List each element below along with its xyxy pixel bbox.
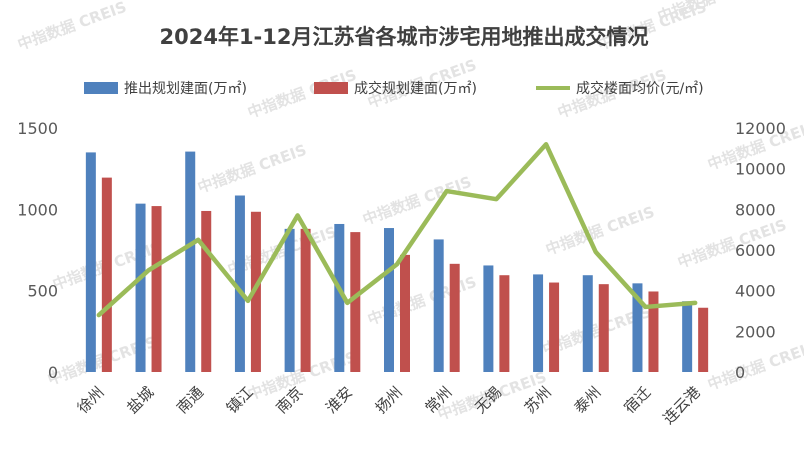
bar-sold <box>201 210 212 372</box>
left-tick-label: 0 <box>48 363 58 382</box>
legend-swatch-bar <box>314 82 348 94</box>
bar-sold <box>400 254 410 372</box>
bar-launched <box>284 228 295 372</box>
category-labels: 徐州 盐城 南通 镇江 南京 淮安 扬州 常州 无锡 苏州 泰州 宿迁 连云港 <box>74 383 704 428</box>
bar-launched <box>533 274 544 372</box>
right-tick-label: 2000 <box>735 322 776 341</box>
bar-launched <box>334 223 345 372</box>
price-line <box>96 142 698 318</box>
bar-sold <box>499 275 510 372</box>
legend-label: 成交楼面均价(元/㎡) <box>576 80 704 97</box>
category-label: 南通 <box>173 383 207 417</box>
category-label: 扬州 <box>372 383 406 417</box>
watermark-text: 中指数据 CREIS <box>543 203 657 259</box>
right-tick-label: 12000 <box>735 119 786 138</box>
category-label: 连云港 <box>659 383 704 428</box>
bar-launched <box>384 228 394 372</box>
right-axis: 0 2000 4000 6000 8000 10000 12000 <box>735 119 786 382</box>
legend-label: 推出规划建面(万㎡) <box>124 81 247 97</box>
category-label: 盐城 <box>123 383 157 417</box>
watermark-text: 中指数据 CREIS <box>365 273 479 329</box>
category-label: 徐州 <box>74 383 108 417</box>
right-tick-label: 4000 <box>735 282 776 301</box>
bar-sold <box>300 228 311 372</box>
bar-sold <box>598 284 609 372</box>
category-label: 淮安 <box>322 383 356 417</box>
bar-sold <box>250 211 261 372</box>
watermark-text: 中指数据 CREIS <box>705 338 804 394</box>
bar-launched <box>135 203 146 372</box>
chart-title: 2024年1-12月江苏省各城市涉宅用地推出成交情况 <box>160 25 649 49</box>
legend-swatch-bar <box>84 82 118 94</box>
right-tick-label: 0 <box>735 363 745 382</box>
category-label: 宿迁 <box>620 383 654 417</box>
bar-launched <box>234 195 245 372</box>
bar-launched <box>85 152 96 372</box>
right-tick-label: 10000 <box>735 160 786 179</box>
legend-label: 成交规划建面(万㎡) <box>354 80 477 97</box>
left-tick-label: 1500 <box>17 119 58 138</box>
bar-launched <box>582 275 593 372</box>
bar-sold <box>151 206 162 372</box>
watermark-text: 中指数据 CREIS <box>15 0 129 54</box>
bar-sold <box>350 232 361 372</box>
right-tick-label: 6000 <box>735 241 776 260</box>
legend: 推出规划建面(万㎡) 成交规划建面(万㎡) 成交楼面均价(元/㎡) <box>84 80 704 97</box>
bar-sold <box>648 291 659 372</box>
bar-sold <box>698 307 709 372</box>
right-tick-label: 8000 <box>735 200 776 219</box>
left-tick-label: 500 <box>27 282 58 301</box>
bar-launched <box>185 151 196 372</box>
bar-launched <box>682 301 693 372</box>
bar-launched <box>433 239 444 372</box>
bar-sold <box>101 177 112 372</box>
bar-sold <box>449 263 460 372</box>
bar-launched <box>632 283 643 372</box>
left-tick-label: 1000 <box>17 200 58 219</box>
watermark-text: 中指数据 CREIS <box>195 141 309 197</box>
series-line-price <box>96 142 698 318</box>
watermark-text: 中指数据 CREIS <box>360 173 474 229</box>
category-label: 泰州 <box>571 383 605 417</box>
bar-sold <box>549 282 560 372</box>
bar-launched <box>483 265 494 372</box>
bars <box>85 151 709 372</box>
left-axis: 0 500 1000 1500 <box>17 119 58 382</box>
